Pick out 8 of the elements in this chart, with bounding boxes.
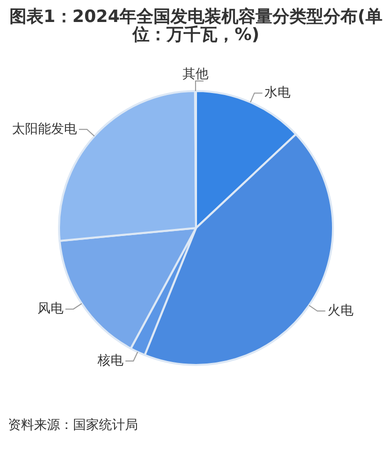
- text: 资料来源：国家统计局: [8, 417, 139, 434]
- chart-title: 图表1：2024年全国发电装机容量分类型分布(单位：万千瓦，%): [8, 7, 384, 45]
- slice-label: 核电: [96, 353, 124, 368]
- slice-label: 水电: [264, 85, 290, 100]
- slice-label: 火电: [327, 303, 354, 318]
- slice-label: 太阳能发电: [12, 122, 77, 137]
- slice-label: 风电: [37, 301, 64, 316]
- slice-label: 其他: [182, 66, 209, 82]
